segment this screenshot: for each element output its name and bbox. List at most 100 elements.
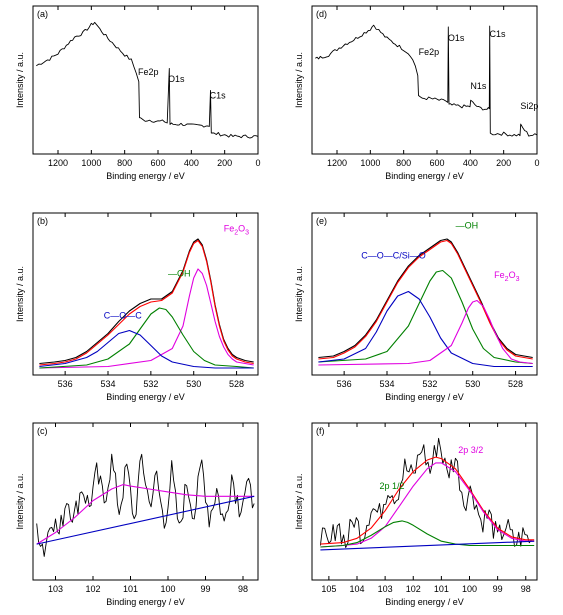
peak-annotation: C—O—C — [104, 311, 143, 321]
x-tick-label: 600 — [150, 158, 165, 168]
series-line-0 — [39, 238, 254, 365]
x-tick-label: 1200 — [48, 158, 68, 168]
plot-frame — [32, 5, 259, 155]
x-tick-label: 1000 — [81, 158, 101, 168]
peak-annotation: Fe2O3 — [224, 224, 249, 237]
series-line-0 — [36, 453, 255, 557]
y-axis-label: Intensity / a.u. — [15, 52, 25, 108]
y-axis-label: Intensity / a.u. — [15, 266, 25, 322]
x-axis-label: Binding energy / eV — [106, 597, 185, 607]
plot-frame — [32, 422, 259, 581]
peak-annotation: Fe2O3 — [494, 270, 519, 283]
series-line-2 — [36, 495, 255, 545]
x-tick-label: 98 — [521, 584, 531, 594]
chart-panel-a: 1200 1000 800 600 400 200 0 Binding energy / eV… — [15, 5, 261, 181]
series-line-3 — [39, 307, 254, 369]
x-tick-label: 100 — [462, 584, 477, 594]
x-axis-label: Binding energy / eV — [385, 392, 464, 402]
chart-panel-e: 536 534 532 530 528 Binding energy / eV Intens… — [294, 212, 538, 402]
x-tick-label: 800 — [396, 158, 411, 168]
series-line-3 — [320, 520, 535, 548]
y-axis-label: Intensity / a.u. — [294, 473, 304, 529]
series-line-0 — [319, 437, 532, 548]
x-tick-label: 536 — [58, 379, 73, 389]
series-line-2 — [39, 268, 254, 369]
series-line-0 — [315, 24, 538, 137]
chart-panel-f: 105 104 103 102 101 100 99 98 Binding energy / e… — [294, 422, 538, 607]
chart-panel-b: 536 534 532 530 528 Binding energy / eV Intens… — [15, 212, 259, 402]
x-tick-label: 528 — [508, 379, 523, 389]
x-tick-label: 101 — [123, 584, 138, 594]
series-line-1 — [320, 456, 535, 545]
x-tick-label: 1000 — [360, 158, 380, 168]
series-line-1 — [36, 484, 255, 545]
chart-panel-c: 103 102 101 100 99 98 Binding energy / eV Inten… — [15, 422, 259, 607]
series-line-2 — [320, 462, 535, 548]
x-tick-label: 532 — [143, 379, 158, 389]
series-line-4 — [320, 540, 535, 551]
peak-annotation: 2p 1/2 — [380, 481, 405, 491]
series-line-4 — [318, 299, 533, 366]
x-tick-label: 0 — [534, 158, 539, 168]
x-axis-label: Binding energy / eV — [385, 171, 464, 181]
x-tick-label: 103 — [378, 584, 393, 594]
x-tick-label: 200 — [496, 158, 511, 168]
x-tick-label: 400 — [463, 158, 478, 168]
panel-label: (b) — [37, 216, 48, 226]
peak-annotation: Fe2p — [138, 67, 159, 77]
peak-annotation: N1s — [470, 81, 487, 91]
peak-annotation: C—O—C/Si—O — [361, 251, 426, 261]
peak-annotation: O1s — [448, 33, 465, 43]
peak-annotation: C1s — [210, 90, 227, 100]
y-axis-label: Intensity / a.u. — [15, 473, 25, 529]
panel-label: (e) — [316, 216, 327, 226]
peak-annotation: O1s — [168, 74, 185, 84]
x-tick-label: 1200 — [327, 158, 347, 168]
series-line-3 — [318, 290, 533, 368]
series-line-4 — [39, 329, 254, 369]
x-axis-label: Binding energy / eV — [385, 597, 464, 607]
x-tick-label: 100 — [160, 584, 175, 594]
series-line-0 — [36, 21, 259, 139]
series-line-0 — [318, 238, 533, 359]
x-tick-label: 101 — [434, 584, 449, 594]
x-axis-label: Binding energy / eV — [106, 171, 185, 181]
peak-annotation: Si2p — [520, 101, 538, 111]
x-tick-label: 103 — [48, 584, 63, 594]
x-tick-label: 532 — [422, 379, 437, 389]
x-tick-label: 534 — [379, 379, 394, 389]
panel-label: (a) — [37, 9, 48, 19]
plot-frame — [311, 212, 538, 376]
x-tick-label: 102 — [85, 584, 100, 594]
x-tick-label: 600 — [429, 158, 444, 168]
panel-label: (c) — [37, 426, 48, 436]
x-tick-label: 104 — [349, 584, 364, 594]
x-axis-label: Binding energy / eV — [106, 392, 185, 402]
peak-annotation: —OH — [456, 221, 479, 231]
plot-frame — [311, 5, 538, 155]
x-tick-label: 530 — [465, 379, 480, 389]
peak-annotation: —OH — [168, 269, 191, 279]
series-line-1 — [39, 239, 254, 366]
x-tick-label: 0 — [255, 158, 260, 168]
peak-annotation: Fe2p — [419, 47, 440, 57]
peak-annotation: 2p 3/2 — [458, 445, 483, 455]
x-tick-label: 99 — [200, 584, 210, 594]
x-tick-label: 536 — [337, 379, 352, 389]
x-tick-label: 400 — [184, 158, 199, 168]
x-tick-label: 528 — [229, 379, 244, 389]
x-tick-label: 534 — [100, 379, 115, 389]
panel-label: (f) — [316, 426, 325, 436]
plot-frame — [311, 422, 538, 581]
x-tick-label: 530 — [186, 379, 201, 389]
x-tick-label: 98 — [238, 584, 248, 594]
panel-label: (d) — [316, 9, 327, 19]
x-tick-label: 200 — [217, 158, 232, 168]
chart-panel-d: 1200 1000 800 600 400 200 0 Binding energy / eV… — [294, 5, 540, 181]
peak-annotation: C1s — [490, 29, 507, 39]
y-axis-label: Intensity / a.u. — [294, 52, 304, 108]
series-line-2 — [318, 269, 533, 365]
x-tick-label: 800 — [117, 158, 132, 168]
x-tick-label: 102 — [406, 584, 421, 594]
